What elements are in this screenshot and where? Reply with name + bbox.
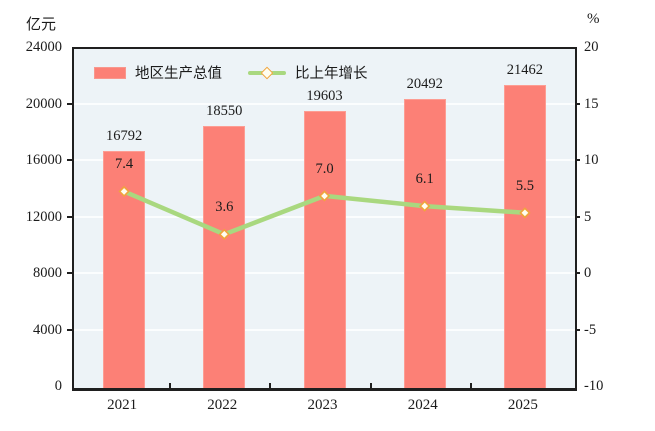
left-axis-tickmark (67, 102, 72, 105)
right-axis-tick-label: 15 (584, 95, 599, 112)
bar (203, 125, 246, 388)
growth-marker-icon (218, 228, 230, 240)
growth-value-label: 7.4 (115, 156, 134, 173)
legend-item-gdp: 地区生产总值 (94, 62, 222, 83)
growth-marker-icon (118, 185, 130, 198)
left-axis-tickmark (67, 159, 72, 161)
x-axis-tickmark (169, 383, 172, 388)
x-axis-tickmark (469, 383, 472, 388)
left-axis-unit-label: 亿元 (26, 17, 57, 33)
growth-marker-icon (419, 200, 431, 212)
x-axis-tickmark (369, 383, 372, 388)
left-axis-tickmark (67, 328, 72, 331)
bar (503, 84, 546, 388)
bar-value-label: 20492 (406, 75, 443, 92)
x-axis-tick-label: 2024 (407, 397, 438, 413)
line-diamond-swatch-icon (248, 66, 286, 79)
left-axis-tick-label: 0 (54, 378, 62, 394)
right-axis-unit-label: % (587, 11, 600, 27)
diamond-marker-icon (260, 66, 274, 79)
left-axis-tick-label: 4000 (33, 321, 62, 338)
right-axis-tick-label: -10 (584, 378, 604, 394)
growth-value-label: 6.1 (415, 171, 434, 188)
gridline (74, 102, 575, 105)
right-axis-tick-label: 20 (584, 39, 599, 55)
bar-value-label: 16792 (105, 127, 143, 144)
left-axis-tick-label: 20000 (25, 95, 62, 112)
x-axis-tick-label: 2023 (307, 397, 338, 413)
growth-marker-icon (318, 190, 331, 202)
legend-label-growth: 比上年增长 (295, 66, 368, 82)
left-axis-tick-label: 16000 (25, 152, 62, 168)
plot-area: 地区生产总值 比上年增长 16792 18550 19603 20492 21462 7.… (72, 47, 577, 391)
right-axis-tick-label: 5 (584, 208, 592, 225)
growth-value-label: 7.0 (315, 160, 334, 177)
left-axis-tick-label: 24000 (25, 39, 62, 55)
x-axis-tick-label: 2022 (207, 397, 238, 413)
bar-value-label: 19603 (306, 88, 343, 105)
legend-label-gdp: 地区生产总值 (135, 66, 222, 82)
right-axis-tick-label: 10 (584, 152, 599, 168)
left-axis-tick-label: 8000 (33, 265, 62, 281)
bar-value-label: 21462 (506, 61, 544, 78)
growth-line-layer (118, 185, 531, 240)
right-axis-tickmark (575, 215, 580, 218)
right-axis-tickmark (575, 272, 580, 274)
growth-value-label: 3.6 (215, 199, 234, 216)
legend: 地区生产总值 比上年增长 (94, 62, 368, 83)
x-axis-tickmark (269, 383, 272, 388)
bar-value-label: 18550 (206, 102, 243, 119)
left-axis-tickmark (67, 215, 72, 218)
right-axis-tickmark (575, 328, 580, 331)
right-axis-tick-label: -5 (584, 321, 597, 338)
left-axis-tickmark (67, 272, 72, 274)
bar (103, 150, 146, 388)
growth-marker-icon (519, 207, 531, 219)
growth-value-label: 5.5 (515, 177, 534, 194)
bar (303, 111, 346, 388)
legend-item-growth: 比上年增长 (248, 62, 368, 83)
right-axis-tick-label: 0 (584, 265, 592, 281)
x-axis-tick-label: 2021 (107, 397, 138, 413)
right-axis-tickmark (575, 102, 580, 105)
right-axis-tickmark (575, 159, 580, 161)
left-axis-tick-label: 12000 (25, 208, 62, 225)
bar-swatch-icon (94, 66, 126, 79)
x-axis-tick-label: 2025 (507, 397, 538, 413)
bar (403, 98, 446, 388)
